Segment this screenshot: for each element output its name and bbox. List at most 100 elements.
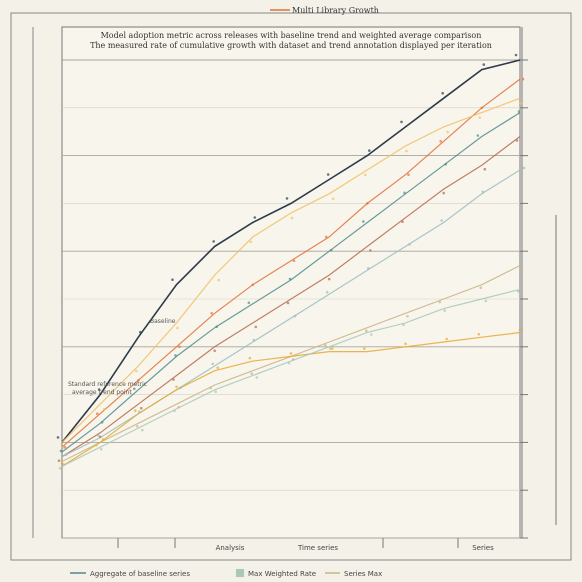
data-point bbox=[248, 356, 252, 360]
x-label-series: Series bbox=[472, 544, 494, 552]
data-point bbox=[329, 248, 333, 252]
data-point bbox=[440, 219, 444, 222]
plot-area bbox=[61, 26, 521, 539]
data-point bbox=[102, 407, 106, 411]
bottom-ticks bbox=[117, 538, 459, 548]
data-point bbox=[209, 386, 212, 390]
data-point bbox=[136, 425, 139, 428]
data-point bbox=[403, 191, 406, 195]
data-point bbox=[330, 347, 334, 350]
data-point bbox=[406, 315, 409, 318]
data-point bbox=[290, 216, 294, 220]
data-point bbox=[253, 216, 257, 219]
data-point bbox=[400, 120, 403, 124]
data-point bbox=[134, 409, 137, 413]
data-point bbox=[254, 325, 258, 329]
data-point bbox=[135, 369, 138, 373]
legend-entry-3: Series Max bbox=[344, 570, 382, 578]
data-point bbox=[210, 312, 213, 315]
data-point bbox=[483, 167, 487, 171]
data-point bbox=[213, 349, 216, 353]
data-point bbox=[401, 220, 404, 223]
data-point bbox=[139, 330, 142, 334]
data-point bbox=[289, 352, 293, 355]
data-point bbox=[176, 326, 179, 330]
data-point bbox=[292, 259, 296, 263]
outer-frame bbox=[10, 12, 572, 561]
data-point bbox=[481, 190, 485, 194]
data-point bbox=[255, 376, 259, 379]
legend-entry-1: Aggregate of baseline series bbox=[90, 570, 190, 578]
data-point bbox=[172, 378, 175, 381]
data-point bbox=[405, 149, 408, 153]
data-point bbox=[175, 385, 178, 389]
series-line-4 bbox=[61, 112, 521, 453]
data-point bbox=[444, 162, 448, 166]
series-line-5 bbox=[61, 136, 521, 458]
data-point bbox=[288, 277, 292, 281]
legend: Aggregate of baseline series Max Weighte… bbox=[70, 569, 382, 578]
data-point bbox=[291, 358, 295, 361]
data-point bbox=[217, 278, 220, 282]
gridlines bbox=[62, 59, 528, 539]
data-point bbox=[133, 387, 136, 391]
series-line-1 bbox=[61, 59, 521, 443]
x-label-analysis: Analysis bbox=[216, 544, 245, 552]
data-point bbox=[287, 361, 291, 365]
data-point bbox=[326, 173, 330, 176]
data-point bbox=[63, 445, 67, 449]
data-point bbox=[519, 101, 523, 105]
chart-title: Multi Library Growth bbox=[292, 6, 379, 15]
data-point bbox=[98, 435, 102, 439]
data-point bbox=[138, 410, 141, 414]
data-point bbox=[324, 235, 328, 239]
chart-subtitle-line-1: Model adoption metric across releases wi… bbox=[101, 31, 482, 40]
data-point bbox=[327, 277, 331, 281]
data-point bbox=[99, 447, 103, 451]
data-point bbox=[363, 347, 366, 350]
legend-swatch-2 bbox=[236, 569, 244, 577]
data-point bbox=[96, 434, 100, 437]
data-point bbox=[212, 240, 215, 243]
data-point bbox=[408, 243, 411, 246]
data-point bbox=[367, 267, 370, 270]
data-point bbox=[476, 134, 480, 137]
data-point bbox=[517, 110, 521, 113]
annotation-reference: Standard reference metric bbox=[68, 381, 147, 388]
data-point bbox=[522, 166, 526, 170]
data-point bbox=[251, 283, 255, 287]
data-point bbox=[101, 438, 105, 441]
series-line-8 bbox=[61, 331, 521, 467]
data-point bbox=[364, 173, 367, 177]
data-point bbox=[171, 278, 174, 282]
series-lines bbox=[61, 59, 521, 467]
data-point bbox=[439, 140, 443, 143]
data-point bbox=[61, 446, 65, 449]
data-point bbox=[94, 444, 98, 447]
data-point bbox=[216, 366, 219, 370]
data-point bbox=[479, 286, 483, 290]
data-point bbox=[515, 139, 519, 142]
data-point bbox=[482, 63, 486, 66]
data-point bbox=[174, 354, 177, 357]
data-point bbox=[516, 290, 520, 293]
data-point bbox=[438, 300, 442, 304]
series-line-9 bbox=[61, 288, 521, 467]
data-point bbox=[480, 106, 484, 110]
data-point bbox=[325, 290, 329, 294]
data-point bbox=[514, 53, 518, 57]
data-point bbox=[407, 173, 410, 176]
data-point bbox=[247, 301, 251, 305]
data-point bbox=[249, 240, 253, 244]
legend-entry-2: Max Weighted Rate bbox=[248, 570, 316, 578]
scatter-points bbox=[56, 53, 526, 470]
data-point bbox=[97, 388, 101, 391]
data-point bbox=[404, 342, 407, 346]
data-point bbox=[60, 462, 64, 465]
data-point bbox=[366, 202, 369, 205]
data-point bbox=[520, 267, 524, 270]
data-point bbox=[369, 249, 372, 252]
data-point bbox=[178, 345, 181, 349]
